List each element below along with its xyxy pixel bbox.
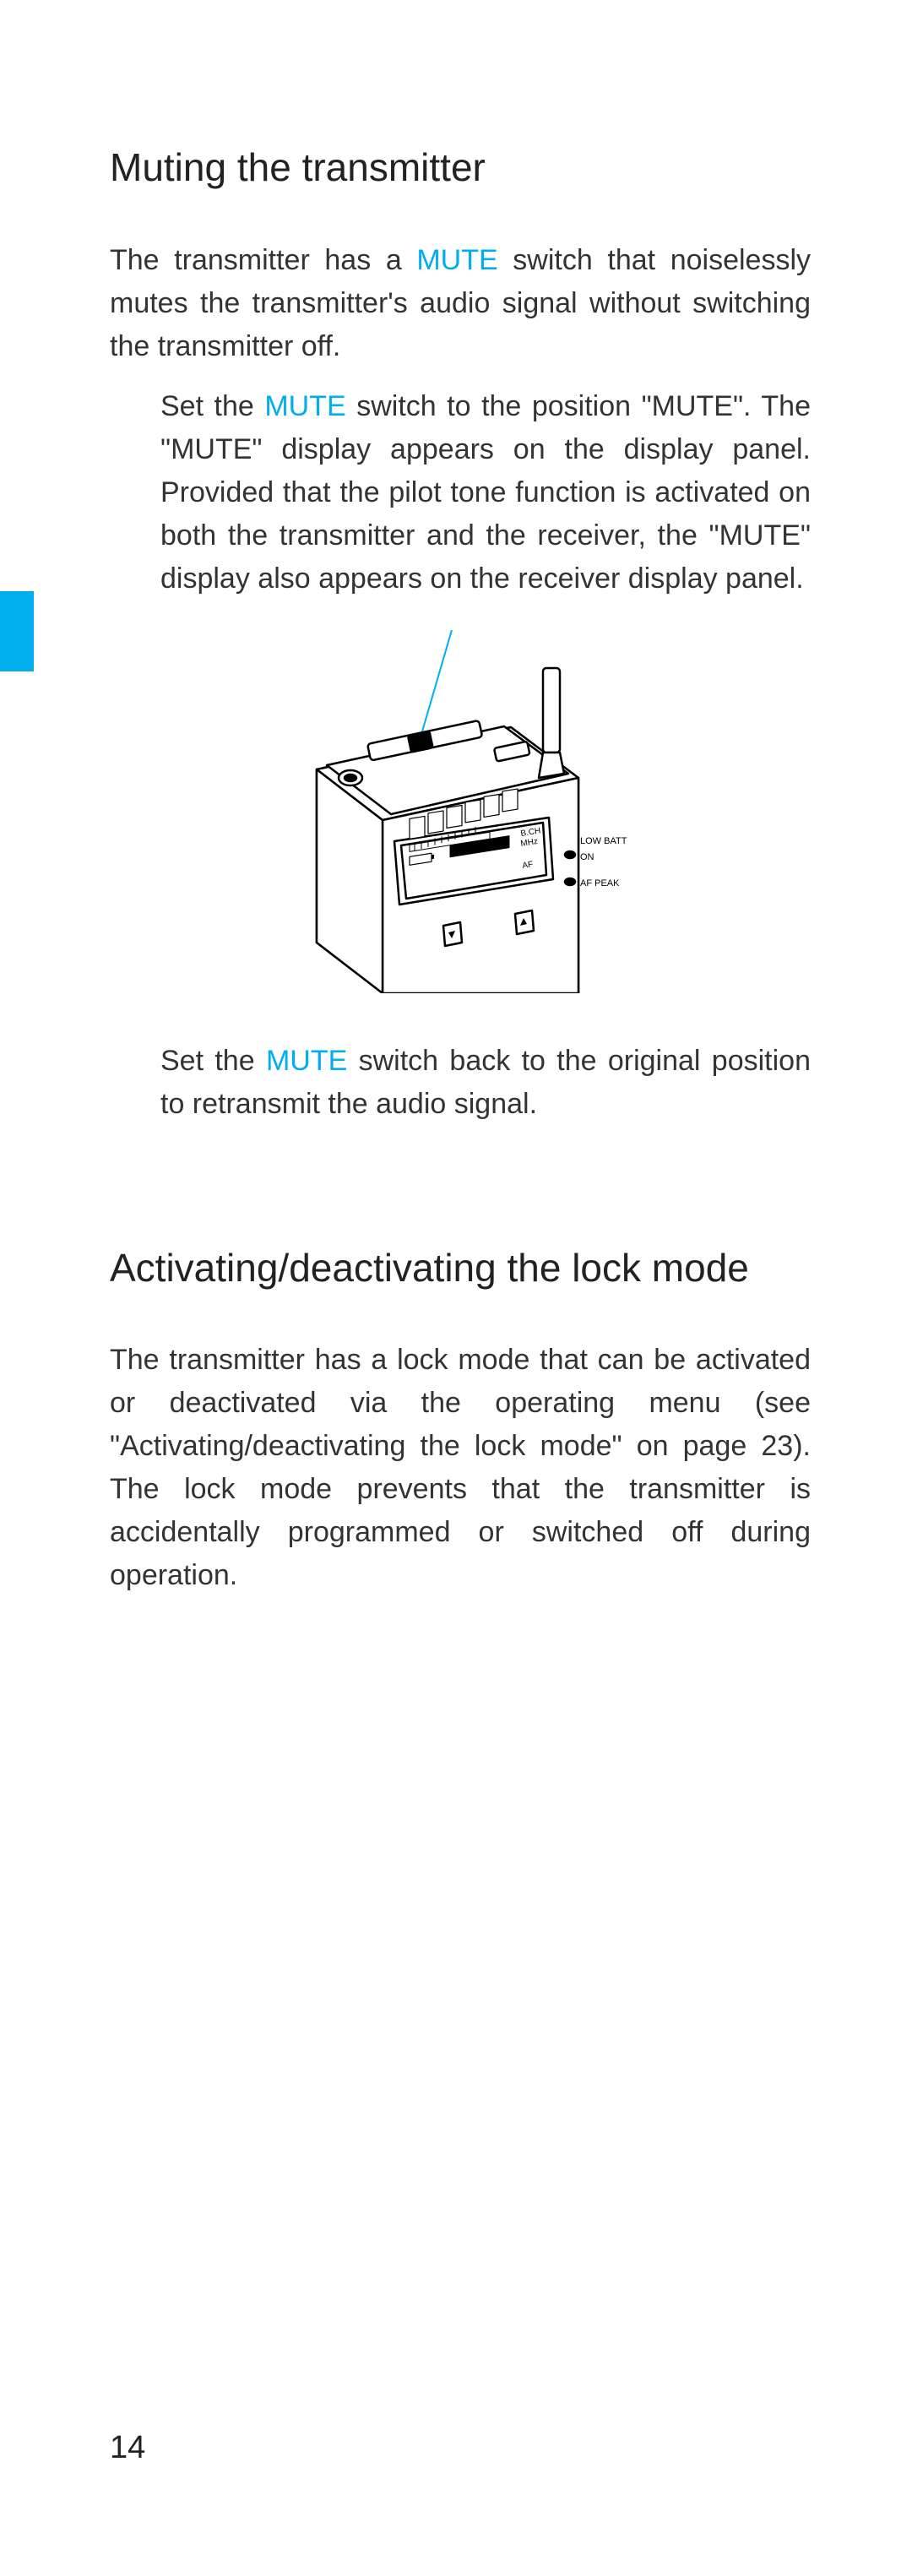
label-af-peak: AF PEAK [580, 878, 620, 889]
para-lock-mode: The transmitter has a lock mode that can… [110, 1339, 811, 1597]
mute-highlight: MUTE [416, 244, 497, 276]
heading-lock-mode: Activating/deactivating the lock mode [110, 1244, 811, 1293]
text-fragment: Set the [160, 1045, 266, 1077]
label-low-batt: LOW BATT [580, 836, 627, 846]
text-fragment: The transmitter has a [110, 244, 416, 276]
label-on: ON [580, 852, 594, 862]
para-set-mute: Set the MUTE switch to the position "MUT… [160, 385, 811, 601]
document-page: Muting the transmitter The transmitter h… [0, 0, 912, 2576]
mute-highlight: MUTE [264, 390, 345, 422]
text-fragment: Set the [160, 390, 264, 422]
spacer [110, 1143, 811, 1244]
mute-highlight: MUTE [266, 1045, 347, 1077]
chapter-tab [0, 591, 34, 671]
callout-line [422, 630, 452, 731]
page-number: 14 [110, 2430, 145, 2466]
label-af: AF [522, 860, 534, 871]
transmitter-illustration: B.CH MHz AF PILOT MUTE LOW BATT ON AF PE… [241, 630, 680, 993]
heading-muting: Muting the transmitter [110, 144, 811, 193]
para-muting-intro: The transmitter has a MUTE switch that n… [110, 239, 811, 368]
para-unset-mute: Set the MUTE switch back to the original… [160, 1040, 811, 1126]
figure-transmitter: B.CH MHz AF PILOT MUTE LOW BATT ON AF PE… [110, 630, 811, 993]
